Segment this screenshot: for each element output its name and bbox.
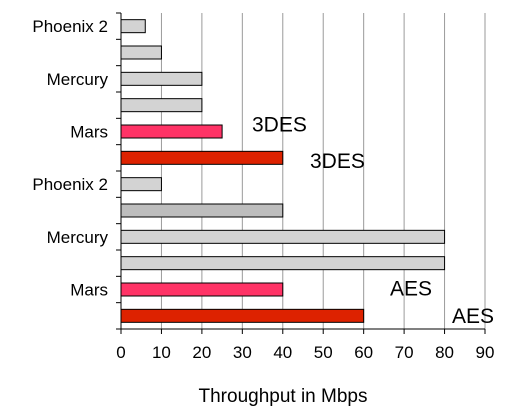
bar <box>120 150 284 165</box>
x-tick-label: 0 <box>116 343 125 362</box>
gridlines <box>160 13 486 329</box>
category-label: Mars <box>70 281 108 300</box>
bar-annotation: 3DES <box>310 150 365 173</box>
x-tick-label: 40 <box>273 343 292 362</box>
bar <box>120 45 162 60</box>
x-tick-label: 10 <box>152 343 171 362</box>
bar <box>120 256 446 271</box>
bar <box>120 124 223 139</box>
x-tick-label: 90 <box>476 343 495 362</box>
bar-annotation: AES <box>390 278 432 301</box>
bar <box>120 203 284 218</box>
bar-annotation: AES <box>452 305 494 328</box>
bar <box>120 177 162 192</box>
x-tick-label: 60 <box>354 343 373 362</box>
bar-annotation: 3DES <box>252 114 307 137</box>
x-tick-label: 20 <box>192 343 211 362</box>
bar <box>120 229 446 244</box>
bar <box>120 282 284 297</box>
bar <box>120 98 203 113</box>
x-tick-label: 80 <box>435 343 454 362</box>
category-label: Mercury <box>47 228 109 247</box>
x-tick-labels: 0 10 20 30 40 50 60 70 80 90 <box>116 343 494 362</box>
category-labels: Phoenix 2 Mercury Mars Phoenix 2 Mercury Mars <box>32 17 108 299</box>
x-axis-title: Throughput in Mbps <box>199 386 368 407</box>
category-label: Phoenix 2 <box>32 175 108 194</box>
axes <box>116 12 486 334</box>
category-label: Phoenix 2 <box>32 17 108 36</box>
category-label: Mars <box>70 123 108 142</box>
bar <box>120 19 146 34</box>
category-label: Mercury <box>47 70 109 89</box>
x-tick-label: 50 <box>314 343 333 362</box>
bar <box>120 71 203 86</box>
x-tick-label: 70 <box>395 343 414 362</box>
bar <box>120 308 365 323</box>
x-tick-label: 30 <box>233 343 252 362</box>
